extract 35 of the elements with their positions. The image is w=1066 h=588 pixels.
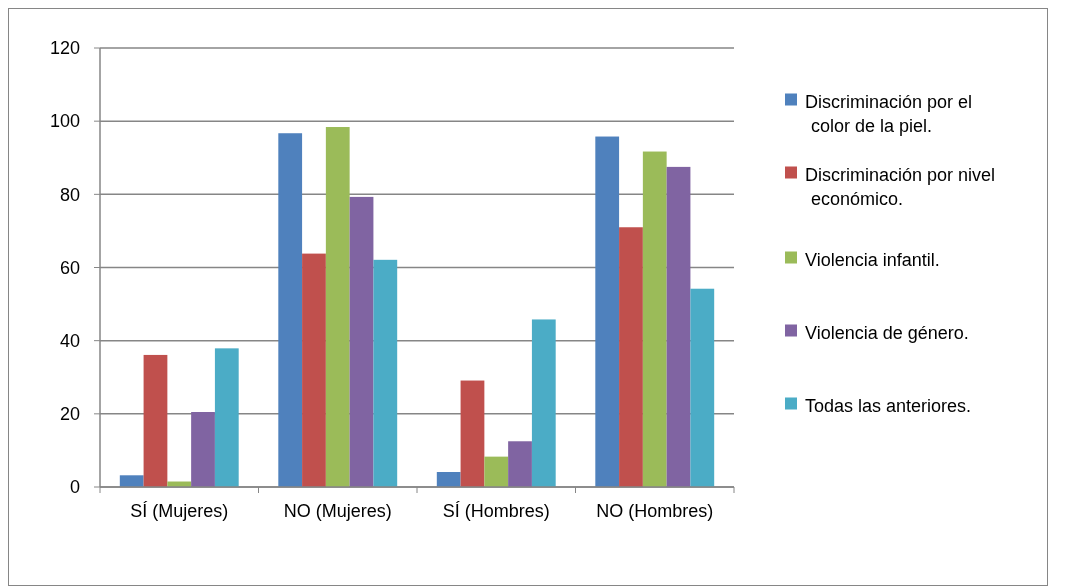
bar: [531, 319, 556, 487]
bar: [214, 348, 239, 487]
bar: [508, 441, 532, 487]
y-tick-label: 20: [59, 404, 80, 425]
x-tick-label: SÍ (Mujeres): [130, 501, 229, 521]
y-tick-label: 60: [59, 257, 80, 278]
legend-label: Todas las anteriores.: [805, 395, 972, 416]
bar: [690, 288, 715, 487]
bar: [349, 196, 374, 487]
bar: [595, 136, 620, 487]
bar: [619, 227, 643, 487]
bar: [278, 133, 303, 487]
x-tick-label: NO (Mujeres): [283, 501, 392, 521]
bar: [666, 166, 691, 487]
bar: [119, 475, 144, 487]
y-tick-label: 80: [59, 184, 80, 205]
x-tick-label: NO (Hombres): [596, 501, 714, 521]
bar: [302, 253, 326, 487]
y-tick-label: 120: [49, 38, 80, 59]
legend-label: Violencia de género.: [805, 322, 969, 343]
bar: [436, 472, 461, 487]
y-tick-label: 0: [69, 477, 80, 498]
bar: [191, 412, 215, 487]
x-tick-label: SÍ (Hombres): [442, 501, 550, 521]
bar: [460, 380, 485, 487]
y-tick-label: 100: [49, 111, 80, 132]
legend-label: Violencia infantil.: [805, 249, 940, 270]
bar: [143, 354, 168, 487]
bar: [325, 127, 350, 487]
legend-label: Discriminación por nivel económico.: [805, 164, 996, 209]
bar: [642, 151, 667, 487]
bar: [373, 259, 398, 487]
bar: [484, 456, 509, 487]
y-tick-label: 40: [59, 330, 80, 351]
legend-label: Discriminación por el color de la piel.: [805, 91, 973, 136]
